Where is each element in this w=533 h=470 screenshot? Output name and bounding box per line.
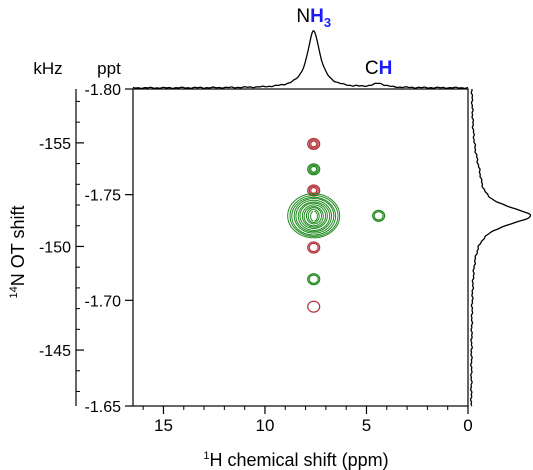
x-axis: 15 10 5 0 bbox=[142, 406, 473, 435]
right-projection bbox=[469, 88, 532, 407]
khz-tick-label: -150 bbox=[39, 239, 71, 256]
contour-level bbox=[372, 209, 386, 222]
x-tick-label: 0 bbox=[463, 416, 472, 435]
contour-level bbox=[310, 165, 318, 173]
contour-level bbox=[287, 193, 341, 239]
contour-level bbox=[308, 274, 319, 284]
peak-contour-group bbox=[372, 209, 386, 222]
khz-axis: -155 -150 -145 bbox=[39, 89, 84, 406]
peak-contour-group bbox=[287, 193, 341, 239]
x-tick-label: 5 bbox=[362, 416, 371, 435]
contour-level bbox=[373, 211, 384, 221]
ppt-tick-label: -1.65 bbox=[85, 399, 122, 416]
label-subscript: 3 bbox=[324, 15, 331, 30]
ppt-tick-label: -1.80 bbox=[85, 82, 122, 99]
plot-frame bbox=[132, 88, 469, 407]
contour-level bbox=[295, 199, 332, 233]
contour-level bbox=[307, 300, 321, 313]
contour-level bbox=[310, 140, 318, 148]
projection-label: CH bbox=[365, 58, 392, 79]
y-axis-title-superscript: 14 bbox=[8, 286, 20, 298]
peak-contour-group bbox=[307, 163, 321, 176]
peak-contour-group bbox=[307, 137, 321, 151]
projection-label: NH3 bbox=[296, 6, 331, 30]
ppt-unit-label: ppt bbox=[97, 59, 121, 78]
contour-level bbox=[291, 196, 337, 236]
contour-level bbox=[303, 206, 324, 227]
khz-tick-label: -155 bbox=[39, 136, 71, 153]
contour-level bbox=[305, 207, 323, 225]
contour-level bbox=[307, 273, 321, 286]
contour-level bbox=[307, 137, 321, 151]
x-tick-label: 10 bbox=[256, 416, 275, 435]
x-tick-label: 15 bbox=[154, 416, 173, 435]
kHz-unit-label: kHz bbox=[33, 59, 62, 78]
y-axis-title-text: N OT shift bbox=[8, 206, 28, 287]
contour-level bbox=[308, 185, 319, 196]
contour-level bbox=[293, 197, 335, 234]
contour-level bbox=[307, 209, 320, 223]
contour-level bbox=[308, 139, 319, 149]
contour-level bbox=[310, 186, 318, 194]
ppt-tick-label: -1.70 bbox=[85, 293, 122, 310]
ppt-axis: -1.80 -1.75 -1.70 -1.65 bbox=[85, 82, 133, 416]
contour-peaks bbox=[287, 137, 386, 313]
x-axis-title-superscript: 1 bbox=[203, 450, 209, 462]
label-highlight: H bbox=[310, 6, 324, 27]
right-projection-trace bbox=[469, 88, 532, 407]
label-prefix: C bbox=[365, 58, 379, 79]
label-prefix: N bbox=[296, 6, 310, 27]
contour-level bbox=[308, 164, 319, 175]
contour-level bbox=[308, 242, 319, 253]
contour-level bbox=[289, 195, 339, 237]
y-axis-title: 14N OT shift bbox=[8, 206, 28, 299]
ppt-tick-label: -1.75 bbox=[85, 188, 122, 205]
label-highlight: H bbox=[379, 58, 393, 79]
contour-level bbox=[307, 241, 321, 254]
x-axis-title-text: H chemical shift (ppm) bbox=[210, 450, 389, 470]
contour-level bbox=[299, 202, 328, 230]
peak-contour-group bbox=[307, 300, 321, 313]
peak-contour-group bbox=[307, 241, 321, 254]
peak-contour-group bbox=[307, 273, 321, 286]
contour-level bbox=[301, 204, 327, 228]
top-projection bbox=[132, 30, 469, 90]
x-axis-title: 1H chemical shift (ppm) bbox=[203, 450, 388, 470]
contour-level bbox=[307, 163, 321, 176]
khz-tick-label: -145 bbox=[39, 343, 71, 360]
top-projection-trace bbox=[132, 30, 469, 90]
contour-level bbox=[297, 201, 331, 231]
